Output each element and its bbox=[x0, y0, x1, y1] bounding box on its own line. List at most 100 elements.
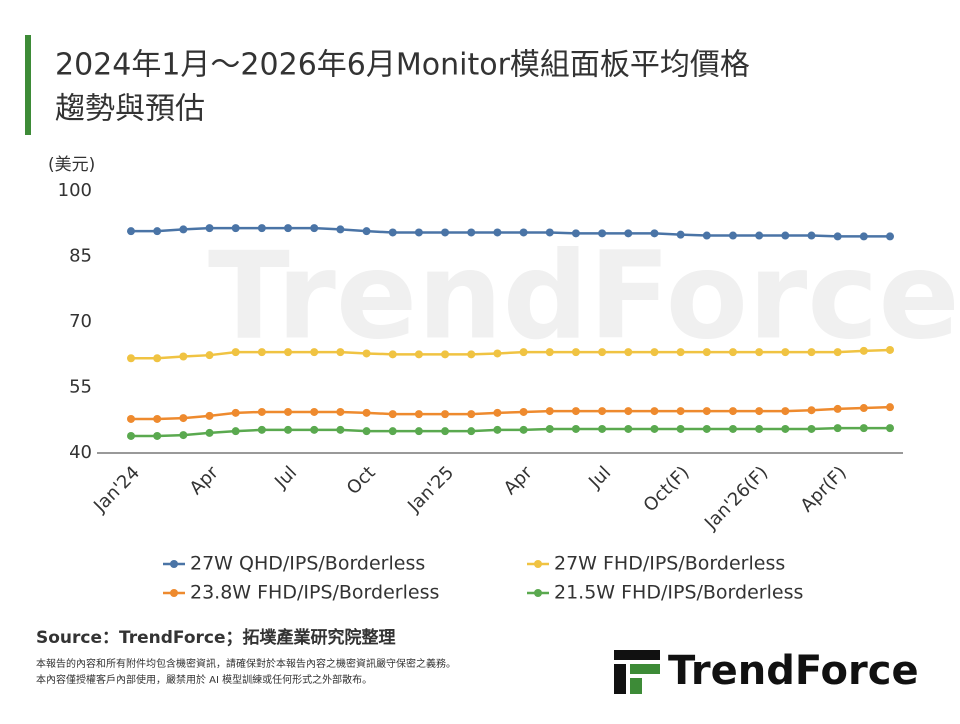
data-point bbox=[179, 352, 188, 361]
y-tick-label: 40 bbox=[69, 442, 92, 463]
data-point bbox=[833, 404, 842, 413]
data-point bbox=[571, 229, 580, 238]
data-point bbox=[676, 424, 685, 433]
series-line bbox=[131, 226, 890, 238]
legend-label: 21.5W FHD/IPS/Borderless bbox=[554, 582, 803, 604]
data-point bbox=[886, 232, 894, 241]
y-tick-label: 85 bbox=[69, 246, 92, 267]
data-point bbox=[781, 407, 790, 416]
data-point bbox=[781, 348, 790, 357]
data-point bbox=[414, 228, 423, 237]
data-point bbox=[441, 410, 450, 419]
x-tick-label: Jul bbox=[584, 462, 615, 493]
data-point bbox=[441, 228, 450, 237]
data-point bbox=[205, 351, 214, 360]
x-tick-label: Oct bbox=[343, 462, 380, 499]
data-point bbox=[388, 350, 397, 359]
data-point bbox=[624, 424, 633, 433]
data-point bbox=[257, 407, 266, 416]
data-point bbox=[310, 425, 319, 434]
y-tick-label: 100 bbox=[58, 180, 92, 201]
data-point bbox=[598, 407, 607, 416]
data-point bbox=[205, 411, 214, 420]
data-point bbox=[859, 346, 868, 355]
data-point bbox=[153, 354, 162, 363]
data-point bbox=[493, 228, 502, 237]
data-point bbox=[179, 414, 188, 423]
data-point bbox=[362, 427, 371, 436]
data-point bbox=[493, 425, 502, 434]
data-point bbox=[624, 407, 633, 416]
data-point bbox=[231, 427, 240, 436]
data-point bbox=[284, 407, 293, 416]
legend-marker bbox=[534, 560, 542, 568]
data-point bbox=[153, 227, 162, 236]
data-point bbox=[179, 431, 188, 440]
data-point bbox=[728, 424, 737, 433]
note: 本報告的內容和所有附件均包含機密資訊，請確保對於本報告內容之機密資訊嚴守保密之義… bbox=[36, 657, 456, 670]
data-point bbox=[545, 348, 554, 357]
data-point bbox=[127, 354, 135, 363]
data-point bbox=[728, 407, 737, 416]
data-point bbox=[414, 350, 423, 359]
data-point bbox=[807, 231, 816, 240]
data-point bbox=[257, 224, 266, 233]
data-point bbox=[650, 424, 659, 433]
note: 本內容僅授權客戶內部使用，嚴禁用於 AI 模型訓練或任何形式之外部散布。 bbox=[36, 673, 372, 686]
data-point bbox=[493, 408, 502, 417]
data-point bbox=[545, 424, 554, 433]
data-point bbox=[467, 350, 476, 359]
data-point bbox=[859, 232, 868, 241]
data-point bbox=[441, 427, 450, 436]
data-point bbox=[755, 348, 764, 357]
data-point bbox=[598, 348, 607, 357]
data-point bbox=[336, 225, 345, 234]
chart-title: 趨勢與預估 bbox=[55, 92, 205, 127]
data-point bbox=[650, 407, 659, 416]
data-point bbox=[519, 228, 528, 237]
data-point bbox=[441, 350, 450, 359]
series-line bbox=[131, 405, 891, 421]
source: Source：TrendForce；拓墣產業研究院整理 bbox=[36, 627, 396, 648]
data-point bbox=[310, 224, 319, 233]
x-tick-label: Jul bbox=[270, 462, 301, 493]
data-point bbox=[388, 410, 397, 419]
legend-marker bbox=[170, 589, 178, 597]
data-point bbox=[388, 427, 397, 436]
data-point bbox=[859, 404, 868, 413]
legend-label: 23.8W FHD/IPS/Borderless bbox=[190, 582, 439, 604]
data-point bbox=[414, 410, 423, 419]
data-point bbox=[781, 424, 790, 433]
data-point bbox=[127, 227, 135, 236]
data-point bbox=[362, 408, 371, 417]
data-point bbox=[179, 225, 188, 234]
y-axis-label: (美元) bbox=[48, 155, 95, 175]
data-point bbox=[519, 407, 528, 416]
data-point bbox=[153, 414, 162, 423]
data-point bbox=[545, 407, 554, 416]
series-line bbox=[131, 348, 891, 360]
y-tick-label: 70 bbox=[69, 311, 92, 332]
data-point bbox=[702, 407, 711, 416]
data-point bbox=[388, 228, 397, 237]
data-point bbox=[467, 427, 476, 436]
data-point bbox=[153, 431, 162, 440]
data-point bbox=[231, 348, 240, 357]
data-point bbox=[284, 348, 293, 357]
data-point bbox=[702, 348, 711, 357]
data-point bbox=[336, 407, 345, 416]
data-point bbox=[702, 231, 711, 240]
data-point bbox=[310, 348, 319, 357]
data-point bbox=[545, 228, 554, 237]
data-point bbox=[598, 229, 607, 238]
data-point bbox=[467, 228, 476, 237]
data-point bbox=[859, 424, 868, 433]
data-point bbox=[257, 348, 266, 357]
chart-title: 2024年1月～2026年6月Monitor模組面板平均價格 bbox=[55, 48, 750, 83]
data-point bbox=[624, 348, 633, 357]
data-point bbox=[807, 424, 816, 433]
data-point bbox=[886, 345, 894, 354]
data-point bbox=[571, 407, 580, 416]
data-point bbox=[336, 348, 345, 357]
